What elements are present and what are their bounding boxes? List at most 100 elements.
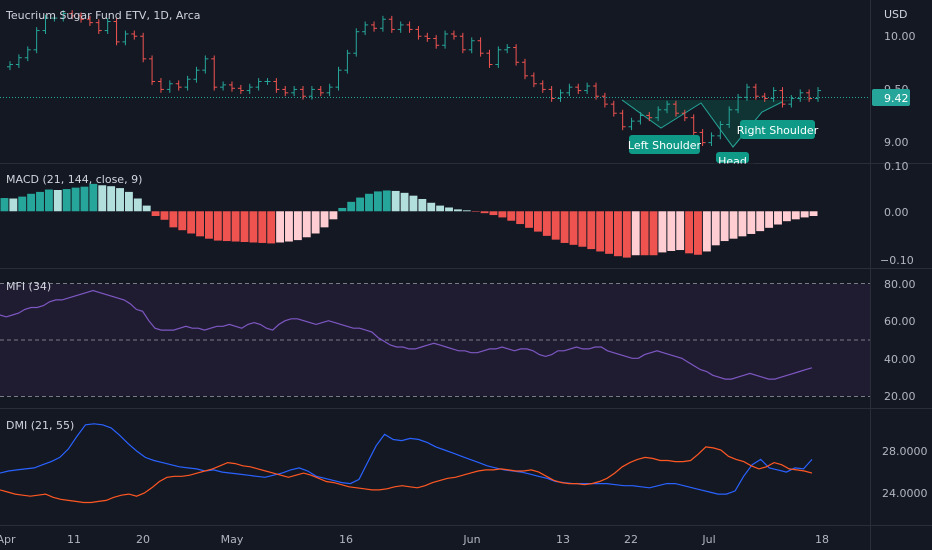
macd-histogram-bar <box>498 211 507 218</box>
macd-histogram-bar <box>151 211 160 216</box>
last-price-text: 9.42 <box>884 92 909 105</box>
macd-histogram-bar <box>124 191 133 212</box>
macd-histogram-bar <box>445 207 453 212</box>
x-tick-label: 20 <box>136 533 150 546</box>
macd-histogram-bar <box>169 211 178 228</box>
macd-histogram-bar <box>205 211 213 239</box>
macd-tick: −0.10 <box>880 254 914 267</box>
mfi-line <box>0 289 813 380</box>
macd-histogram-bar <box>373 191 382 212</box>
macd-tick: 0.10 <box>884 160 909 173</box>
last-price-badge <box>872 89 910 106</box>
label-left-shoulder[interactable]: Left Shoulder <box>628 135 702 154</box>
macd-histogram <box>0 183 818 258</box>
macd-histogram-bar <box>89 183 98 212</box>
macd-histogram-bar <box>267 211 276 244</box>
mfi-title[interactable]: MFI (34) <box>6 280 51 293</box>
mfi-scale[interactable]: 80.00 60.00 40.00 20.00 <box>884 278 916 403</box>
macd-histogram-bar <box>409 195 418 212</box>
macd-histogram-bar <box>453 209 462 212</box>
macd-histogram-bar <box>605 211 613 254</box>
macd-histogram-bar <box>631 211 640 256</box>
macd-histogram-bar <box>27 193 36 212</box>
dmi-tick: 24.0000 <box>882 487 928 500</box>
dmi-tick: 28.0000 <box>882 445 928 458</box>
macd-histogram-bar <box>747 211 756 234</box>
macd-histogram-bar <box>525 211 533 228</box>
macd-histogram-bar <box>178 211 187 231</box>
x-tick-label: 22 <box>624 533 638 546</box>
price-scale[interactable]: USD 10.00 9.50 9.00 9.42 <box>872 8 916 149</box>
macd-histogram-bar <box>53 190 62 212</box>
x-tick-label: May <box>221 533 244 546</box>
macd-histogram-bar <box>658 211 667 253</box>
macd-histogram-bar <box>98 185 107 212</box>
x-tick-label: Jul <box>701 533 715 546</box>
label-left-shoulder-bg <box>629 135 700 154</box>
macd-histogram-bar <box>36 191 44 212</box>
label-right-shoulder-text: Right Shoulder <box>737 124 819 137</box>
macd-histogram-bar <box>533 211 542 232</box>
macd-histogram-bar <box>311 211 320 234</box>
price-tick: 10.00 <box>884 30 916 43</box>
macd-histogram-bar <box>560 211 569 243</box>
price-tick: 9.00 <box>884 136 909 149</box>
dmi-minus-line <box>0 446 813 504</box>
macd-histogram-bar <box>462 210 471 212</box>
macd-histogram-bar <box>578 211 587 247</box>
macd-histogram-bar <box>756 211 765 232</box>
macd-histogram-bar <box>276 211 285 243</box>
macd-histogram-bar <box>516 211 525 225</box>
label-left-shoulder-text: Left Shoulder <box>628 139 702 152</box>
macd-histogram-bar <box>196 211 204 237</box>
macd-histogram-bar <box>80 186 89 212</box>
label-right-shoulder-bg <box>740 120 815 139</box>
x-tick-label: 13 <box>556 533 570 546</box>
x-tick-label: Jun <box>462 533 480 546</box>
macd-histogram-bar <box>729 211 738 239</box>
x-tick-label: Apr <box>0 533 16 546</box>
head-shoulders-outline <box>621 99 783 148</box>
macd-histogram-bar <box>293 211 302 241</box>
symbol-title[interactable]: Teucrium Sugar Fund ETV, 1D, Arca <box>5 9 201 22</box>
macd-histogram-bar <box>107 186 116 212</box>
macd-histogram-bar <box>596 211 605 252</box>
macd-histogram-bar <box>720 211 729 242</box>
macd-histogram-bar <box>622 211 631 258</box>
mfi-tick: 80.00 <box>884 278 916 291</box>
macd-histogram-bar <box>765 211 774 228</box>
macd-histogram-bar <box>347 201 356 212</box>
label-right-shoulder[interactable]: Right Shoulder <box>737 120 819 139</box>
macd-histogram-bar <box>649 211 658 256</box>
macd-histogram-bar <box>587 211 596 250</box>
mfi-plot <box>0 289 813 380</box>
mfi-tick: 60.00 <box>884 315 916 328</box>
macd-title[interactable]: MACD (21, 144, close, 9) <box>6 173 142 186</box>
macd-histogram-bar <box>667 211 676 251</box>
macd-histogram-bar <box>285 211 293 242</box>
macd-histogram-bar <box>329 211 338 220</box>
dmi-scale[interactable]: 28.0000 24.0000 <box>882 445 928 500</box>
label-head-bg <box>716 152 749 163</box>
macd-histogram-bar <box>418 198 427 212</box>
macd-scale[interactable]: 0.10 0.00 −0.10 <box>880 160 914 267</box>
dmi-title[interactable]: DMI (21, 55) <box>6 419 74 432</box>
macd-histogram-bar <box>507 211 516 221</box>
currency-label: USD <box>884 8 908 21</box>
macd-histogram-bar <box>258 211 267 243</box>
time-axis[interactable]: Apr 11 20 May 16 Jun 13 22 Jul 18 <box>0 533 829 546</box>
macd-histogram-bar <box>18 196 27 212</box>
macd-histogram-bar <box>427 202 436 212</box>
macd-histogram-bar <box>774 211 782 225</box>
macd-histogram-bar <box>9 198 18 212</box>
macd-histogram-bar <box>302 211 311 238</box>
macd-histogram-bar <box>782 211 791 222</box>
macd-histogram-bar <box>213 211 222 241</box>
macd-histogram-bar <box>702 211 711 252</box>
macd-tick: 0.00 <box>884 206 909 219</box>
macd-histogram-bar <box>480 211 489 214</box>
macd-histogram-bar <box>551 211 560 240</box>
macd-histogram-bar <box>142 205 151 212</box>
